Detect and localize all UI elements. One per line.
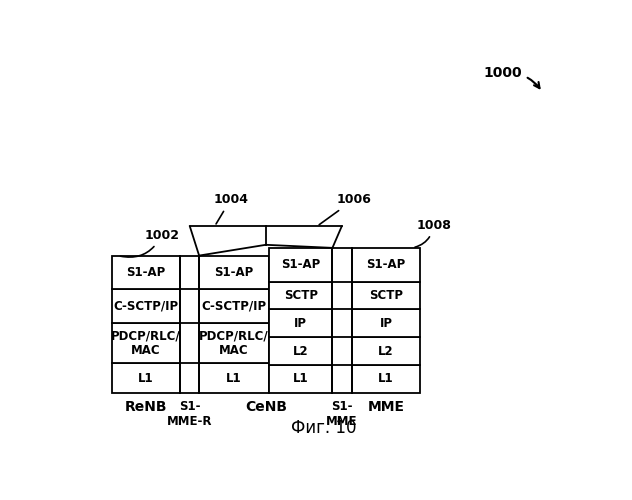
Text: S1-AP: S1-AP (367, 258, 406, 272)
Text: SCTP: SCTP (284, 289, 318, 302)
Text: 1004: 1004 (213, 193, 248, 224)
Text: SCTP: SCTP (369, 289, 403, 302)
Text: L1: L1 (293, 372, 308, 386)
Text: IP: IP (294, 317, 307, 330)
Bar (352, 310, 420, 337)
Text: L1: L1 (226, 372, 242, 384)
Text: Фиг. 10: Фиг. 10 (291, 419, 356, 437)
Bar (112, 290, 179, 324)
Text: MME: MME (367, 400, 404, 414)
Bar (269, 310, 332, 337)
Text: L2: L2 (293, 344, 308, 358)
Bar (352, 282, 420, 310)
Bar (269, 337, 332, 365)
Bar (352, 365, 420, 392)
Text: PDCP/RLC/
MAC: PDCP/RLC/ MAC (199, 330, 269, 357)
Text: CeNB: CeNB (245, 400, 287, 414)
Bar (352, 337, 420, 365)
Bar (352, 248, 420, 282)
Text: 1002: 1002 (121, 228, 179, 257)
Text: S1-
MME-R: S1- MME-R (167, 400, 212, 428)
Bar (112, 256, 179, 290)
Bar (199, 290, 269, 324)
Text: ReNB: ReNB (125, 400, 167, 414)
Text: C-SCTP/IP: C-SCTP/IP (113, 300, 178, 313)
Bar (199, 364, 269, 392)
Text: 1008: 1008 (415, 218, 451, 247)
Text: L2: L2 (378, 344, 394, 358)
Text: S1-AP: S1-AP (126, 266, 166, 279)
Bar (269, 365, 332, 392)
Text: S1-AP: S1-AP (281, 258, 320, 272)
Text: 1000: 1000 (483, 66, 540, 88)
Text: S1-AP: S1-AP (214, 266, 253, 279)
Text: S1-
MME: S1- MME (326, 400, 358, 428)
Bar (269, 248, 332, 282)
Text: PDCP/RLC/
MAC: PDCP/RLC/ MAC (111, 330, 181, 357)
Text: L1: L1 (378, 372, 394, 386)
Bar (112, 364, 179, 392)
Text: L1: L1 (138, 372, 154, 384)
Text: C-SCTP/IP: C-SCTP/IP (202, 300, 267, 313)
Bar (112, 324, 179, 364)
Text: 1006: 1006 (319, 193, 371, 224)
Text: IP: IP (379, 317, 392, 330)
Bar (199, 256, 269, 290)
Bar (199, 324, 269, 364)
Bar (269, 282, 332, 310)
